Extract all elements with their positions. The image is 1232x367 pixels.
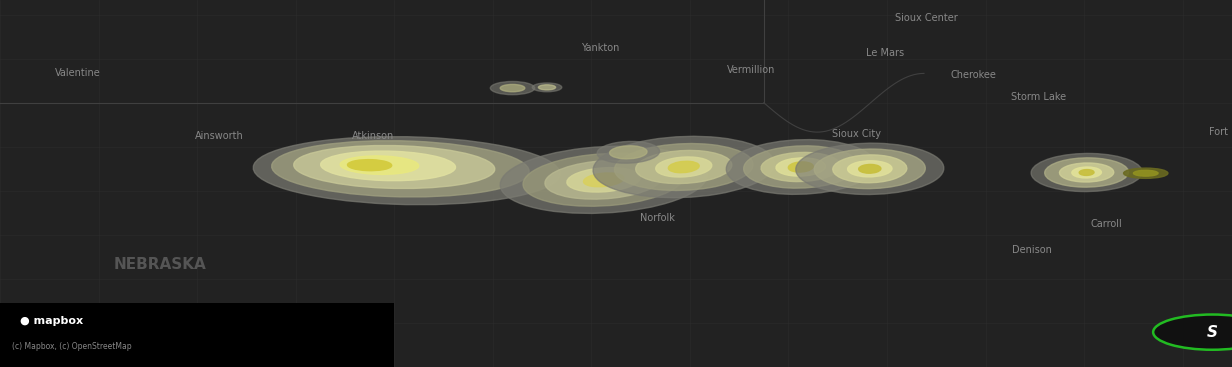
Ellipse shape [500, 84, 525, 92]
Ellipse shape [490, 81, 535, 95]
Ellipse shape [610, 146, 647, 159]
Text: Vermillion: Vermillion [727, 65, 776, 75]
Text: ● mapbox: ● mapbox [20, 316, 83, 326]
Ellipse shape [340, 156, 419, 174]
Ellipse shape [320, 151, 456, 181]
Ellipse shape [593, 136, 775, 198]
Text: S: S [1207, 325, 1217, 339]
Ellipse shape [859, 164, 881, 173]
Ellipse shape [271, 141, 530, 197]
Ellipse shape [584, 173, 623, 187]
Ellipse shape [1133, 170, 1158, 176]
Ellipse shape [293, 145, 495, 189]
Ellipse shape [788, 162, 813, 172]
Ellipse shape [500, 146, 707, 213]
Ellipse shape [761, 152, 840, 182]
Text: Le Mars: Le Mars [866, 48, 903, 58]
Ellipse shape [1060, 163, 1114, 182]
Text: Ainsworth: Ainsworth [195, 131, 244, 141]
Text: Cherokee: Cherokee [950, 70, 997, 80]
Ellipse shape [726, 139, 876, 195]
Ellipse shape [848, 161, 892, 177]
Text: (c) Mapbox, (c) OpenStreetMap: (c) Mapbox, (c) OpenStreetMap [12, 342, 132, 351]
Ellipse shape [833, 155, 907, 183]
Text: Valentine: Valentine [54, 68, 101, 79]
Ellipse shape [567, 168, 641, 192]
Text: Yankton: Yankton [580, 43, 620, 53]
Ellipse shape [1124, 168, 1168, 178]
Text: Fort: Fort [1210, 127, 1228, 137]
Text: Sioux Center: Sioux Center [896, 13, 957, 23]
Ellipse shape [347, 160, 392, 171]
Ellipse shape [598, 141, 659, 163]
Ellipse shape [1079, 170, 1094, 175]
Ellipse shape [636, 150, 732, 184]
Ellipse shape [655, 157, 712, 177]
Text: Carroll: Carroll [1090, 219, 1122, 229]
Text: NEBRASKA: NEBRASKA [113, 257, 207, 272]
Ellipse shape [744, 146, 857, 188]
Ellipse shape [532, 83, 562, 92]
Circle shape [1153, 315, 1232, 350]
Ellipse shape [796, 143, 944, 195]
Ellipse shape [524, 153, 684, 206]
Ellipse shape [615, 143, 753, 190]
Text: Atkinson: Atkinson [352, 131, 394, 141]
Ellipse shape [1072, 167, 1101, 178]
Text: Storm Lake: Storm Lake [1011, 92, 1066, 102]
FancyBboxPatch shape [0, 303, 394, 367]
Ellipse shape [1045, 158, 1129, 187]
Ellipse shape [545, 160, 663, 199]
Ellipse shape [668, 161, 700, 173]
Text: Sioux City: Sioux City [832, 129, 881, 139]
Text: Norfolk: Norfolk [641, 213, 675, 224]
Text: Denison: Denison [1013, 244, 1052, 255]
Ellipse shape [776, 158, 825, 176]
Ellipse shape [254, 137, 559, 205]
Ellipse shape [814, 149, 925, 189]
Ellipse shape [538, 85, 556, 90]
Ellipse shape [1031, 153, 1142, 192]
